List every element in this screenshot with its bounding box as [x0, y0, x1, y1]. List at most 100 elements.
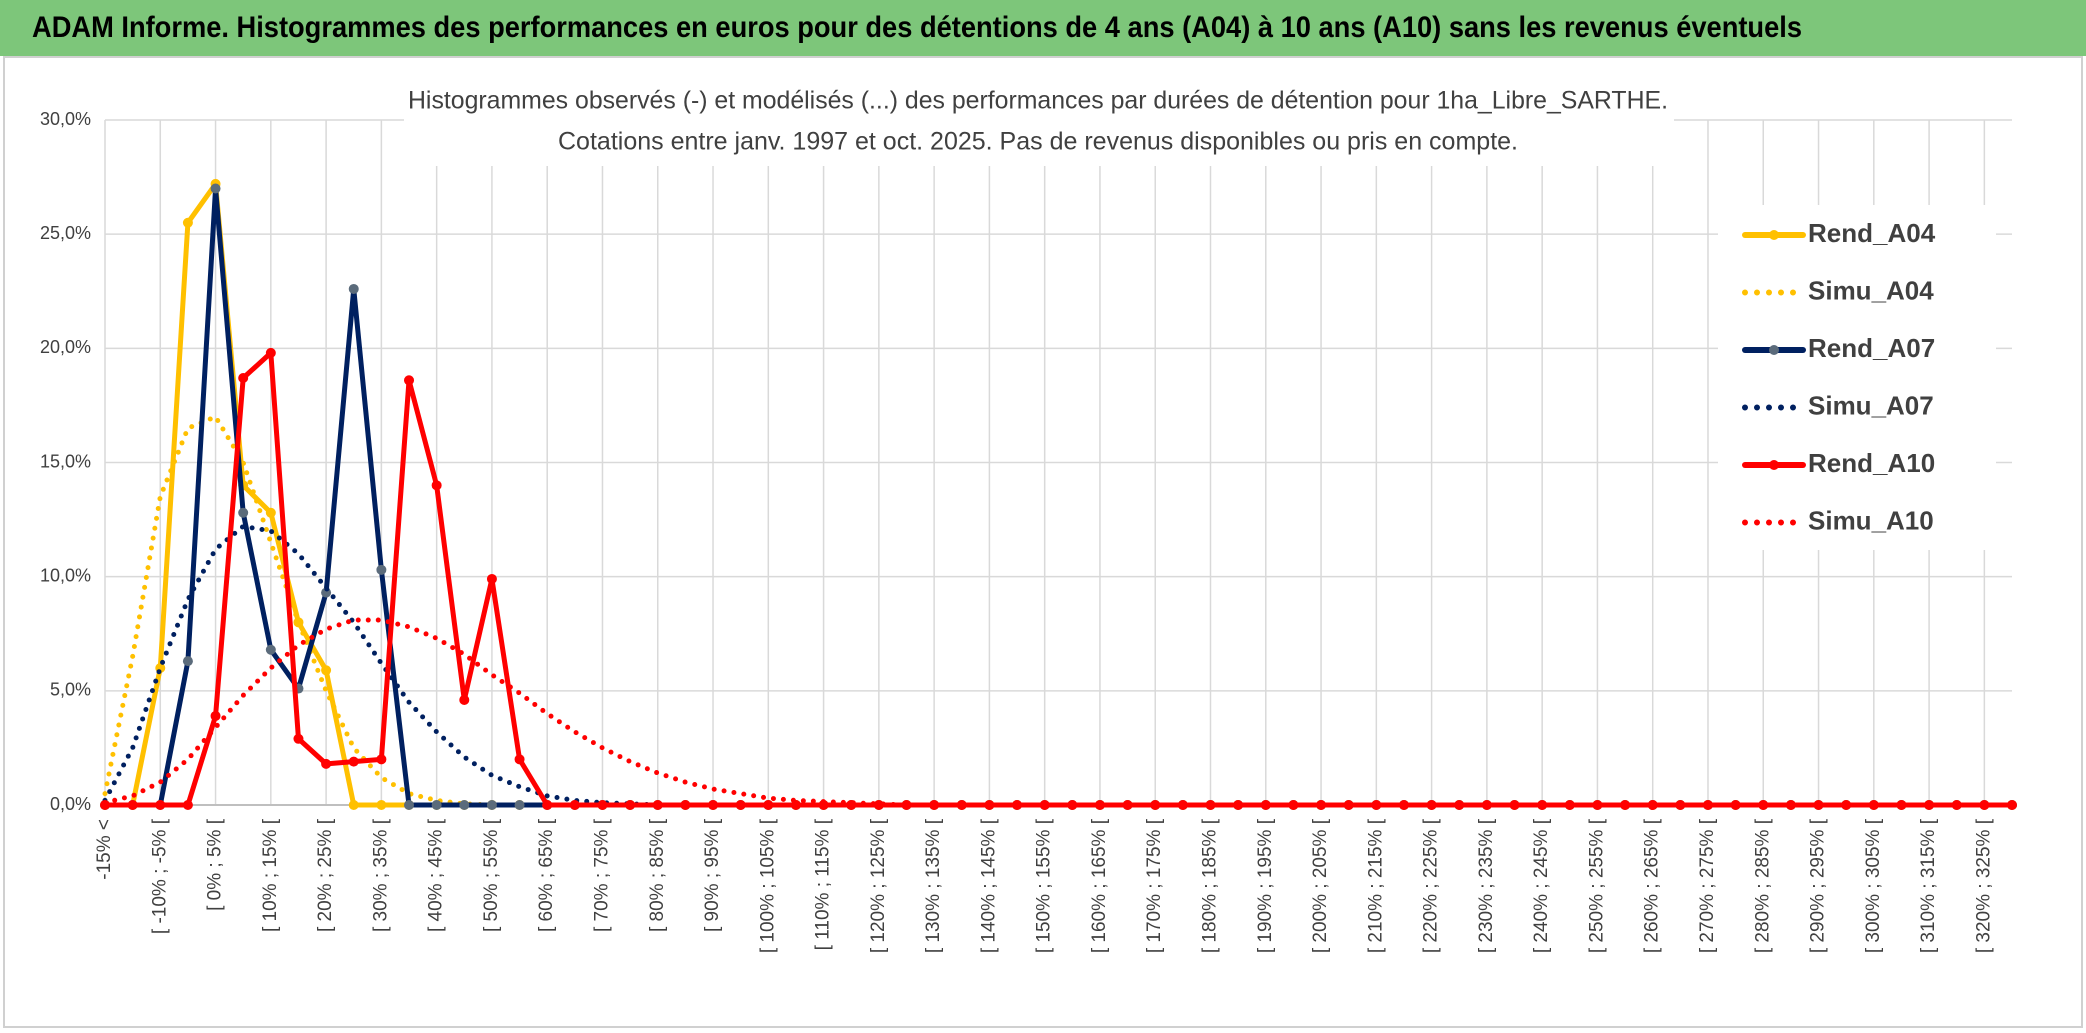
data-point — [984, 800, 995, 810]
data-point — [1481, 800, 1492, 810]
x-tick-label: [ 10% ; 15% [ — [260, 818, 281, 932]
data-point — [1924, 800, 1935, 810]
title-bar — [0, 0, 2086, 56]
x-tick-label: [ 30% ; 35% [ — [370, 818, 391, 932]
data-point — [1702, 800, 1713, 810]
series-line — [102, 617, 2015, 808]
x-tick-label: [ -10% ; -5% [ — [149, 818, 170, 934]
data-point — [514, 800, 525, 810]
data-point — [486, 573, 497, 584]
legend: Rend_A04 Simu_A04 Rend_A07 Simu_A07 Rend_A10… — [1742, 218, 1936, 535]
data-point — [1951, 800, 1962, 810]
data-point — [127, 800, 138, 810]
data-point — [680, 800, 691, 810]
x-tick-label: [ 140% ; 145% [ — [978, 818, 999, 953]
data-point — [1343, 800, 1354, 810]
data-point — [514, 754, 525, 765]
x-tick-label: [ 190% ; 195% [ — [1255, 818, 1276, 953]
data-point — [1813, 800, 1824, 810]
data-point — [404, 800, 415, 810]
data-point — [431, 480, 442, 491]
data-point — [376, 754, 387, 765]
data-point — [459, 694, 470, 705]
x-tick-label: [ 20% ; 25% [ — [315, 818, 336, 932]
y-tick-label: 10,0% — [40, 565, 91, 585]
data-point — [1454, 800, 1465, 810]
legend-label: Rend_A07 — [1808, 333, 1935, 363]
y-tick-label: 0,0% — [50, 794, 91, 814]
data-point — [182, 800, 193, 810]
data-point — [238, 373, 249, 384]
data-point — [569, 800, 580, 810]
data-point — [182, 656, 193, 667]
data-point — [1094, 800, 1105, 810]
x-tick-label: [ 80% ; 85% [ — [647, 818, 668, 932]
legend-label: Rend_A10 — [1808, 448, 1935, 478]
y-tick-label: 20,0% — [40, 337, 91, 357]
x-tick-label: [ 200% ; 205% [ — [1310, 818, 1331, 953]
page-title: ADAM Informe. Histogrammes des performan… — [32, 11, 1802, 44]
data-point — [348, 756, 359, 767]
chart-frame — [3, 56, 2083, 1028]
data-point — [1205, 800, 1216, 810]
y-tick-label: 25,0% — [40, 223, 91, 243]
data-point — [1260, 800, 1271, 810]
y-tick-label: 5,0% — [50, 680, 91, 700]
x-tick-label: [ 160% ; 165% [ — [1089, 818, 1110, 953]
grid: 0,0% 5,0% 10,0% 15,0% 20,0% 25,0% 30,0% -15% < [… — [40, 109, 2012, 953]
data-point — [321, 758, 332, 769]
data-point — [155, 800, 166, 810]
data-point — [348, 800, 359, 810]
legend-background — [1718, 205, 1996, 550]
data-point — [376, 800, 387, 810]
data-point — [486, 800, 497, 810]
data-point — [763, 800, 774, 810]
chart-title: Histogrammes observés (-) et modélisés (… — [408, 87, 1668, 115]
x-tick-label: [ 90% ; 95% [ — [702, 818, 723, 932]
data-point — [1592, 800, 1603, 810]
x-tick-label: [ 220% ; 225% [ — [1421, 818, 1442, 953]
data-point — [1012, 800, 1023, 810]
x-tick-label: [ 50% ; 55% [ — [481, 818, 502, 932]
x-tick-label: [ 280% ; 285% [ — [1752, 818, 1773, 953]
data-point — [348, 283, 359, 294]
data-point — [431, 800, 442, 810]
y-tick-label: 15,0% — [40, 451, 91, 471]
data-point — [182, 217, 193, 228]
legend-marker — [1769, 345, 1779, 355]
x-tick-label: [ 70% ; 75% [ — [591, 818, 612, 932]
x-tick-label: [ 60% ; 65% [ — [536, 818, 557, 932]
legend-label: Simu_A07 — [1808, 390, 1934, 420]
data-point — [1122, 800, 1133, 810]
x-tick-label: [ 100% ; 105% [ — [757, 818, 778, 953]
data-point — [1233, 800, 1244, 810]
chart-subtitle: Cotations entre janv. 1997 et oct. 2025.… — [558, 128, 1518, 156]
x-tick-label: [ 300% ; 305% [ — [1863, 818, 1884, 953]
legend-label: Simu_A10 — [1808, 505, 1934, 535]
title-background — [404, 80, 1674, 166]
x-tick-label: [ 320% ; 325% [ — [1973, 818, 1994, 953]
data-point — [597, 800, 608, 810]
x-tick-label: [ 150% ; 155% [ — [1034, 818, 1055, 953]
data-point — [625, 800, 636, 810]
x-tick-label: [ 170% ; 175% [ — [1144, 818, 1165, 953]
data-point — [2007, 800, 2017, 810]
data-point — [459, 800, 470, 810]
x-tick-label: [ 0% ; 5% [ — [205, 818, 226, 911]
data-point — [1675, 800, 1686, 810]
x-tick-label: [ 240% ; 245% [ — [1531, 818, 1552, 953]
data-point — [210, 710, 221, 721]
data-point — [265, 347, 276, 358]
data-point — [1564, 800, 1575, 810]
x-tick-label: [ 210% ; 215% [ — [1365, 818, 1386, 953]
data-point — [238, 507, 249, 518]
legend-label: Rend_A04 — [1808, 218, 1936, 248]
data-point — [542, 800, 553, 810]
x-tick-label: [ 110% ; 115% [ — [813, 818, 834, 950]
x-tick-label: [ 130% ; 135% [ — [923, 818, 944, 953]
data-point — [1841, 800, 1852, 810]
data-point — [321, 665, 332, 676]
data-point — [210, 183, 221, 194]
